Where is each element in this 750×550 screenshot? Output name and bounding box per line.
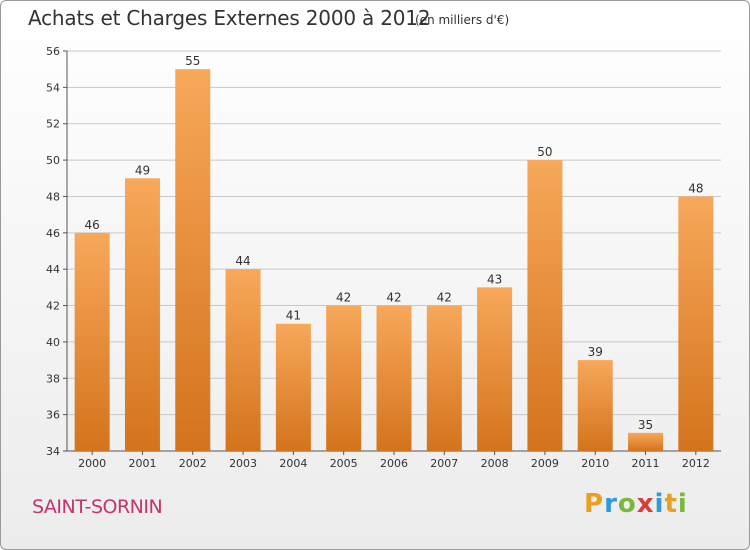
y-tick-label: 44	[46, 263, 60, 276]
bar-value-labels: 46 49 55 44 41 42 42 42 43 50 39 35 48	[85, 54, 704, 432]
x-tick-label: 2008	[481, 457, 509, 470]
bar-2005	[326, 305, 362, 451]
bar-2011	[628, 432, 664, 451]
y-tick-label: 56	[46, 45, 60, 58]
bar-2004	[275, 323, 311, 451]
bar-2002	[175, 69, 211, 451]
x-tick-labels: 2000 2001 2002 2003 2004 2005 2006 2007 2008 2009…	[78, 457, 710, 470]
logo-letter: r	[604, 489, 618, 519]
bar-value-label: 41	[286, 309, 301, 323]
bar-2006	[376, 305, 412, 451]
proxiti-logo[interactable]: Proxiti	[584, 489, 688, 519]
bar-value-label: 35	[638, 418, 653, 432]
bar-value-label: 50	[537, 145, 552, 159]
x-tick-label: 2010	[581, 457, 609, 470]
x-tick-label: 2006	[380, 457, 408, 470]
y-tick-label: 38	[46, 372, 60, 385]
chart-subtitle: (en milliers d'€)	[415, 13, 510, 27]
logo-letter: i	[677, 489, 688, 519]
bar-value-label: 46	[85, 218, 100, 232]
bar-value-label: 39	[588, 345, 603, 359]
y-tick-label: 52	[46, 118, 60, 131]
x-tick-label: 2000	[78, 457, 106, 470]
logo-letter: x	[636, 489, 655, 519]
y-tick-label: 40	[46, 336, 60, 349]
x-tick-label: 2002	[179, 457, 207, 470]
chart-title: Achats et Charges Externes 2000 à 2012	[28, 6, 431, 30]
y-tick-label: 34	[46, 445, 60, 458]
bar-2001	[124, 178, 160, 452]
x-tick-label: 2003	[229, 457, 257, 470]
x-tick-label: 2004	[279, 457, 307, 470]
bar-value-label: 42	[336, 291, 351, 305]
logo-letter: o	[617, 489, 637, 519]
bar-value-label: 49	[135, 163, 150, 177]
bar-value-label: 55	[185, 54, 200, 68]
bar-2009	[527, 160, 563, 451]
y-tick-label: 50	[46, 154, 60, 167]
y-tick-label: 42	[46, 300, 60, 313]
bar-2000	[74, 232, 110, 451]
logo-letter: P	[584, 489, 605, 519]
bars	[74, 69, 714, 452]
bar-value-label: 44	[235, 254, 250, 268]
x-tick-label: 2005	[330, 457, 358, 470]
x-tick-label: 2001	[128, 457, 156, 470]
bar-2010	[577, 360, 613, 451]
bar-value-label: 48	[688, 181, 703, 195]
y-tick-label: 46	[46, 227, 60, 240]
y-tick-label: 54	[46, 81, 60, 94]
bar-2007	[426, 305, 462, 451]
x-tick-label: 2007	[430, 457, 458, 470]
location-name: SAINT-SORNIN	[32, 496, 163, 518]
bar-value-label: 42	[437, 291, 452, 305]
y-tick-label: 36	[46, 409, 60, 422]
y-tick-labels: 34 36 38 40 42 44 46 48 50 52 54 56	[46, 45, 60, 458]
x-tick-label: 2012	[682, 457, 710, 470]
bar-2003	[225, 269, 261, 451]
x-tick-label: 2011	[632, 457, 660, 470]
bar-value-label: 43	[487, 272, 502, 286]
bar-value-label: 42	[386, 291, 401, 305]
y-tick-label: 48	[46, 190, 60, 203]
logo-letter: i	[654, 489, 665, 519]
bar-2012	[678, 196, 714, 451]
x-tick-label: 2009	[531, 457, 559, 470]
bar-2008	[477, 287, 513, 451]
logo-letter: t	[664, 489, 678, 519]
